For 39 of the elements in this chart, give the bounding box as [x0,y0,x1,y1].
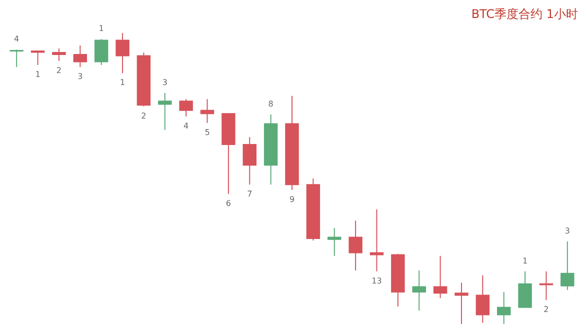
text: 9 [289,194,295,204]
candlestick [328,227,342,256]
text: 1 [98,24,104,34]
candlestick [348,220,362,271]
text: 2 [141,111,146,120]
candlestick [454,282,468,324]
candlestick [518,270,532,308]
text: 1 [522,256,528,266]
candlestick [433,255,448,299]
text: 7 [247,190,252,199]
text: 8 [268,99,274,108]
text: 3 [564,226,570,236]
text: 2 [56,66,62,75]
candlestick [476,274,490,324]
candlestick [200,98,214,124]
text: 1 [120,78,126,88]
text: 5 [204,128,210,137]
chart-title: BTC季度合约 1小时 [471,7,578,22]
text: 4 [184,122,189,131]
candlestick [560,240,574,290]
candlestick [496,291,511,324]
candlestick [52,48,66,62]
candlestick [73,45,88,68]
candlestick [116,32,130,74]
candlestick [158,92,172,130]
candlestick [412,270,426,312]
text: 2 [544,305,549,314]
text: 1 [35,70,40,80]
candlestick [30,50,45,66]
candlestick [179,98,193,118]
candlestick [370,208,384,272]
text: 6 [226,198,231,208]
text: 4 [14,34,20,44]
candlestick [94,38,108,66]
text: 13 [372,276,382,286]
candlestick [10,49,24,68]
text: 3 [78,72,83,82]
text: 3 [162,78,168,87]
candlestick [242,136,256,186]
